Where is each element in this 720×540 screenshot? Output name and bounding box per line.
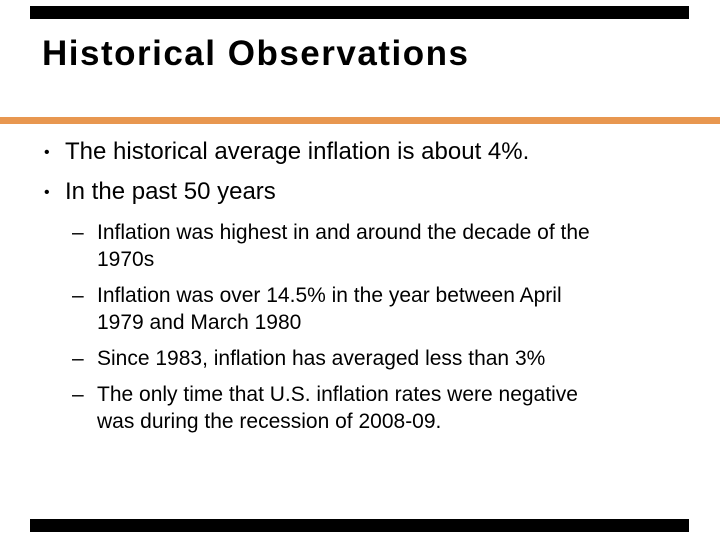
dash-bullet-icon: –: [72, 347, 84, 370]
bullet-dot-icon: •: [44, 184, 50, 201]
bullet-list: • The historical average inflation is ab…: [36, 139, 696, 444]
bullet-text: In the past 50 years: [65, 178, 276, 205]
sub-bullet-item-3: – Since 1983, inflation has averaged les…: [36, 345, 696, 372]
bullet-item-1: • The historical average inflation is ab…: [36, 139, 696, 165]
dash-bullet-icon: –: [72, 284, 84, 307]
dash-bullet-icon: –: [72, 221, 84, 244]
slide-title: Historical Observations: [42, 34, 470, 73]
sub-bullet-text: Since 1983, inflation has averaged less …: [97, 347, 546, 370]
sub-bullet-item-2: – Inflation was over 14.5% in the year b…: [36, 282, 696, 336]
sub-bullet-item-4: – The only time that U.S. inflation rate…: [36, 381, 696, 435]
sub-bullet-text: was during the recession of 2008-09.: [97, 410, 442, 433]
sub-bullet-text: Inflation was over 14.5% in the year bet…: [97, 284, 562, 307]
sub-bullet-text: The only time that U.S. inflation rates …: [97, 383, 578, 406]
sub-bullet-text: 1970s: [97, 248, 155, 271]
bottom-bar: [30, 519, 689, 532]
bullet-item-2: • In the past 50 years: [36, 179, 696, 205]
top-bar: [30, 6, 689, 19]
sub-bullet-item-1: – Inflation was highest in and around th…: [36, 219, 696, 273]
sub-bullet-text: Inflation was highest in and around the …: [97, 221, 590, 244]
bullet-dot-icon: •: [44, 144, 50, 161]
bullet-text: The historical average inflation is abou…: [65, 138, 530, 165]
sub-bullet-text: 1979 and March 1980: [97, 311, 302, 334]
dash-bullet-icon: –: [72, 383, 84, 406]
title-accent-rule: [0, 117, 720, 124]
